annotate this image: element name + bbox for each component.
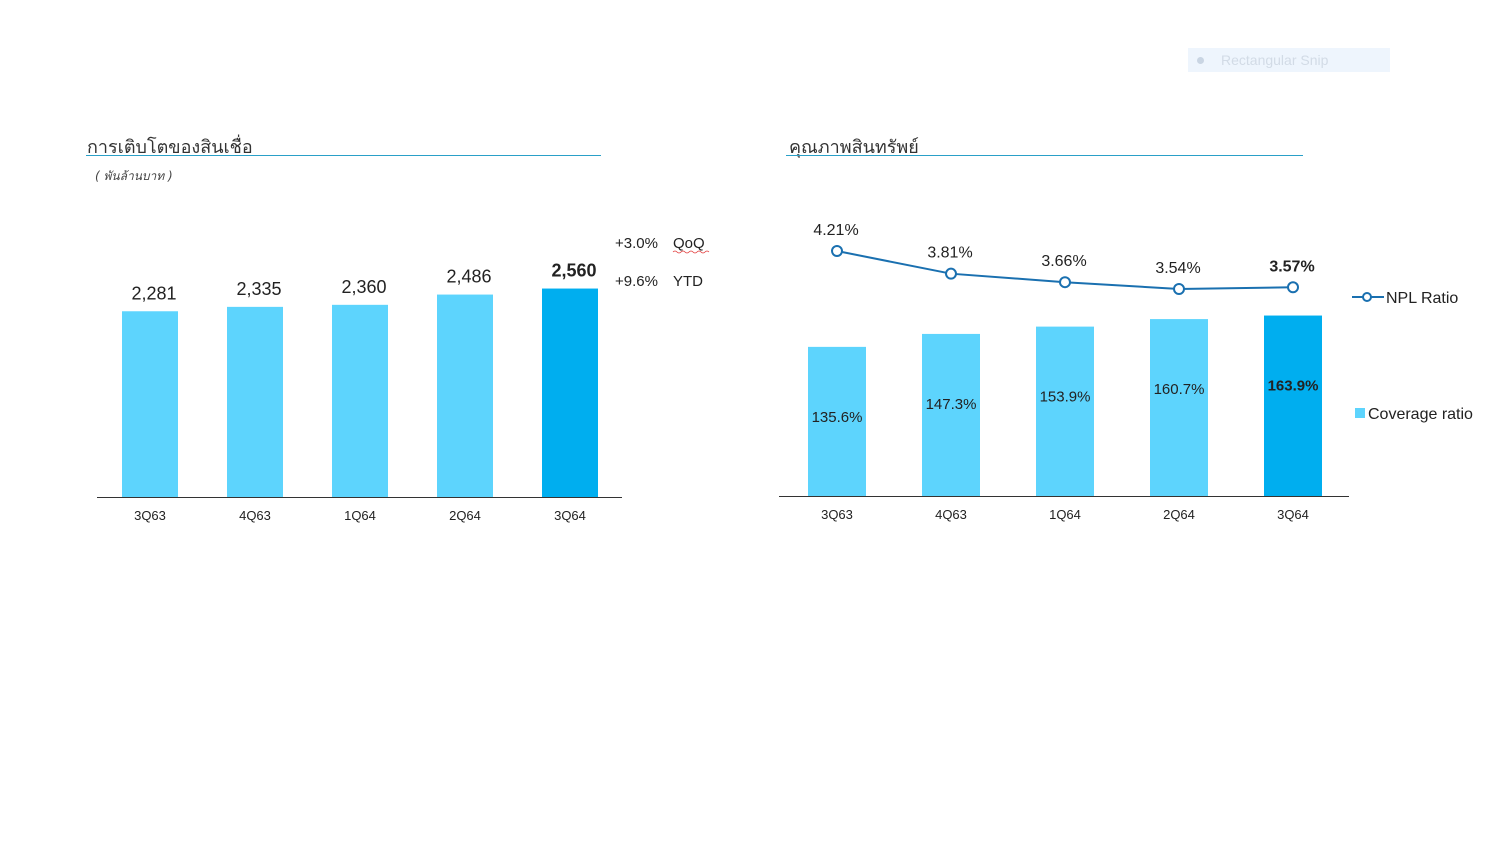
npl-value-label: 3.57% <box>1269 258 1314 275</box>
snip-label: Rectangular Snip <box>1221 52 1329 68</box>
loan-bar-1Q64 <box>332 304 388 497</box>
loan-value-label: 2,335 <box>236 279 281 299</box>
npl-point-4Q63 <box>945 267 957 280</box>
coverage-value-label: 163.9% <box>1268 378 1319 395</box>
quality-category-label: 3Q63 <box>821 507 853 522</box>
coverage-value-label: 147.3% <box>926 396 977 413</box>
npl-value-label: 4.21% <box>813 222 858 239</box>
npl-value-label: 3.81% <box>927 245 972 262</box>
quality-category-label: 3Q64 <box>1277 507 1309 522</box>
npl-legend-label: NPL Ratio <box>1386 290 1458 307</box>
loan-category-label: 3Q64 <box>554 508 586 523</box>
coverage-bar-4Q63 <box>922 333 980 497</box>
coverage-value-label: 135.6% <box>812 409 863 426</box>
asset-quality-title: คุณภาพสินทรัพย์ <box>789 137 919 158</box>
npl-point-1Q64 <box>1059 276 1071 289</box>
loan-growth-unit-note: ( พันล้านบาท ) <box>95 169 173 183</box>
coverage-value-label: 160.7% <box>1154 381 1205 398</box>
npl-point-3Q64 <box>1287 281 1299 294</box>
loan-value-label: 2,486 <box>446 267 491 287</box>
growth-annotation-value: +9.6% <box>615 273 658 290</box>
loan-bar-2Q64 <box>437 294 493 497</box>
loan-category-label: 1Q64 <box>344 508 376 523</box>
loan-value-label: 2,281 <box>131 283 176 303</box>
growth-annotation-label: QoQ <box>673 235 705 252</box>
asset-quality-title-rule <box>786 155 1303 156</box>
npl-point-2Q64 <box>1173 283 1185 295</box>
coverage-bar-1Q64 <box>1036 326 1094 497</box>
npl-value-label: 3.66% <box>1041 253 1086 270</box>
quality-category-label: 1Q64 <box>1049 507 1081 522</box>
loan-category-label: 4Q63 <box>239 508 271 523</box>
growth-annotation-value: +3.0% <box>615 235 658 252</box>
coverage-legend-label: Coverage ratio <box>1368 406 1473 423</box>
loan-bar-4Q63 <box>227 306 283 497</box>
loan-value-label: 2,560 <box>551 261 596 281</box>
npl-value-label: 3.54% <box>1155 260 1200 277</box>
coverage-bar-3Q64 <box>1264 315 1322 497</box>
npl-legend-marker-icon <box>1362 292 1372 302</box>
loan-value-label: 2,360 <box>341 277 386 297</box>
snip-dot-icon <box>1197 56 1204 64</box>
loan-growth-title-rule <box>86 155 601 156</box>
coverage-value-label: 153.9% <box>1040 389 1091 406</box>
quality-category-label: 4Q63 <box>935 507 967 522</box>
loan-bar-3Q63 <box>122 311 178 497</box>
loan-bar-3Q64 <box>542 288 598 497</box>
loan-category-label: 3Q63 <box>134 508 166 523</box>
spellcheck-underline <box>672 250 710 254</box>
coverage-bar-3Q63 <box>808 346 866 497</box>
quality-category-label: 2Q64 <box>1163 507 1195 522</box>
coverage-legend-swatch-icon <box>1355 408 1365 418</box>
loan-growth-title: การเติบโตของสินเชื่อ <box>87 137 253 158</box>
npl-point-3Q63 <box>831 245 843 257</box>
coverage-bar-2Q64 <box>1150 319 1208 497</box>
growth-annotation-label: YTD <box>673 273 703 290</box>
rectangular-snip-tooltip[interactable]: Rectangular Snip <box>1188 48 1390 72</box>
loan-category-label: 2Q64 <box>449 508 481 523</box>
